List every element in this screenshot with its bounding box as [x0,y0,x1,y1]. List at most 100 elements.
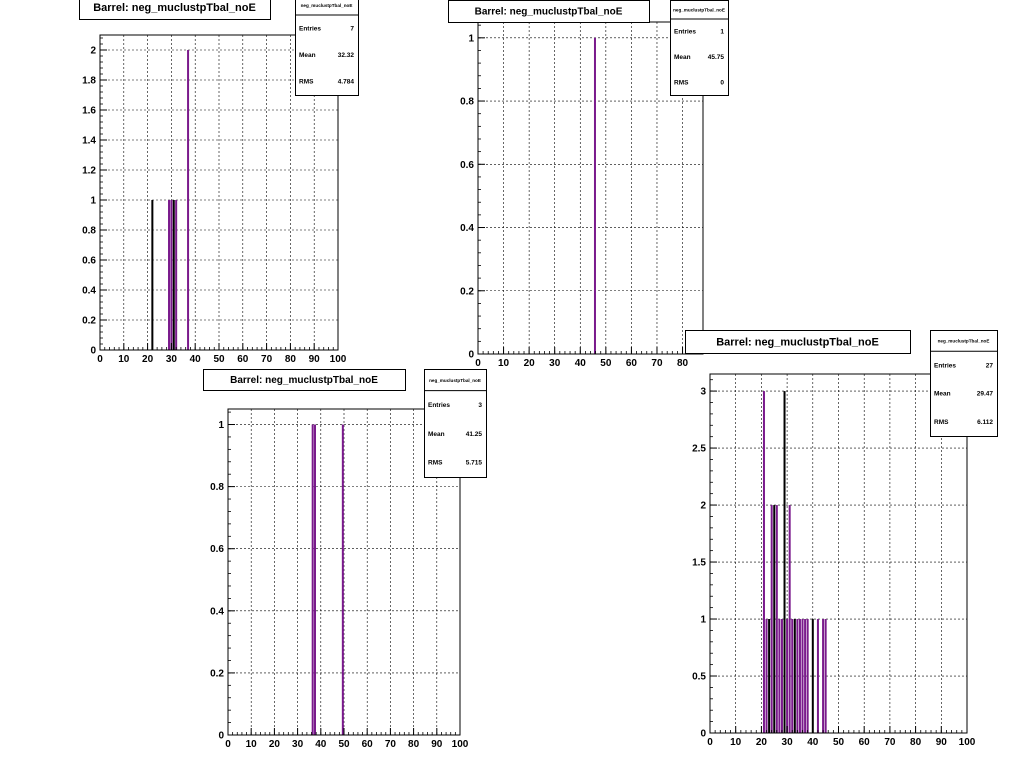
x-tick-label: 100 [452,739,469,750]
stats-value: 3 [478,402,482,409]
histogram-title: Barrel: neg_muclustpTbal_noE [475,7,623,18]
x-tick-label: 20 [142,354,154,365]
stats-label: Entries [428,402,450,409]
stats-value: 32.32 [338,52,355,59]
x-tick-label: 30 [782,737,794,748]
x-tick-label: 60 [859,737,871,748]
x-tick-label: 80 [285,354,297,365]
y-tick-label: 2.5 [692,444,706,455]
stats-value: 0 [720,79,724,86]
y-tick-label: 0.2 [82,316,96,327]
x-tick-label: 20 [756,737,768,748]
stats-label: RMS [428,460,443,467]
x-tick-label: 30 [292,739,304,750]
y-tick-label: 1 [90,196,96,207]
x-tick-label: 20 [524,358,536,369]
x-tick-label: 0 [97,354,103,365]
stats-label: RMS [934,419,949,426]
bar [168,200,171,350]
bar [773,505,776,733]
x-tick-label: 60 [362,739,374,750]
y-tick-label: 0.6 [82,256,96,267]
bar [811,619,814,733]
stats-label: RMS [299,79,314,86]
histogram-panel-3: 0 10 20 30 40 50 60 70 80 90 100 0 0.2 0.4 0.6 0.8 1 Barr… [203,369,487,750]
stats-value: 27 [986,362,994,369]
stats-value: 4.784 [338,79,355,86]
stats-box [424,369,487,478]
y-tick-label: 0 [700,729,706,740]
y-tick-label: 0 [90,346,96,357]
x-tick-label: 80 [408,739,420,750]
stats-box [930,330,998,437]
x-tick-label: 30 [549,358,561,369]
bar [172,200,175,350]
stats-value: 41.25 [466,431,483,438]
bar [170,200,173,350]
y-tick-label: 0.6 [460,160,474,171]
x-tick-label: 80 [677,358,689,369]
stats-name: neg_muclustpTbal_noE [429,378,481,383]
x-tick-label: 50 [833,737,845,748]
x-tick-label: 40 [575,358,587,369]
bar [780,619,783,733]
x-tick-label: 40 [190,354,202,365]
stats-label: Entries [299,25,321,32]
x-tick-label: 90 [309,354,321,365]
x-tick-label: 80 [910,737,922,748]
bar [778,619,781,733]
y-tick-label: 0.6 [210,544,224,555]
bar [770,505,773,733]
x-tick-label: 0 [225,739,231,750]
y-tick-label: 0 [218,731,224,742]
x-tick-label: 50 [338,739,350,750]
bar [788,505,791,733]
bar [765,619,768,733]
bar [806,619,809,733]
x-tick-label: 50 [213,354,225,365]
stats-label: Mean [934,391,951,398]
y-tick-label: 1 [218,420,224,431]
x-tick-label: 10 [498,358,510,369]
y-tick-label: 0.4 [210,606,224,617]
bar [796,619,799,733]
stats-value: 45.75 [708,54,725,61]
y-tick-label: 1 [700,615,706,626]
x-tick-label: 30 [166,354,178,365]
stats-name: neg_muclustpTbal_noE [673,8,725,13]
x-tick-label: 100 [959,737,976,748]
y-tick-label: 2 [90,46,96,57]
bar [341,424,344,735]
bar [768,619,771,733]
y-tick-label: 0.5 [692,672,706,683]
bar [822,619,825,733]
stats-label: RMS [674,79,689,86]
plot-area [710,374,967,733]
bar [798,619,801,733]
stats-value: 1 [720,29,724,36]
y-tick-label: 0.2 [460,286,474,297]
bar [793,619,796,733]
stats-box [670,0,729,96]
bar [801,619,804,733]
y-tick-label: 0.8 [82,226,96,237]
stats-value: 7 [350,25,354,32]
x-tick-label: 10 [246,739,258,750]
stats-label: Entries [934,362,956,369]
x-tick-label: 0 [475,358,481,369]
y-tick-label: 1.4 [82,136,96,147]
histogram-panel-4: 0 10 20 30 40 50 60 70 80 90 100 0 0.5 1 1.5 2 2.5 3 Barre… [685,330,998,748]
x-tick-label: 90 [431,739,443,750]
x-tick-label: 90 [936,737,948,748]
bar [816,619,819,733]
histogram-title: Barrel: neg_muclustpTbal_noE [93,2,256,14]
y-tick-label: 0.2 [210,668,224,679]
bar [311,424,314,735]
y-tick-label: 1.5 [692,558,706,569]
histogram-title: Barrel: neg_muclustpTbal_noE [230,375,378,386]
stats-value: 29.47 [977,391,994,398]
bar [175,200,178,350]
x-tick-label: 0 [707,737,713,748]
